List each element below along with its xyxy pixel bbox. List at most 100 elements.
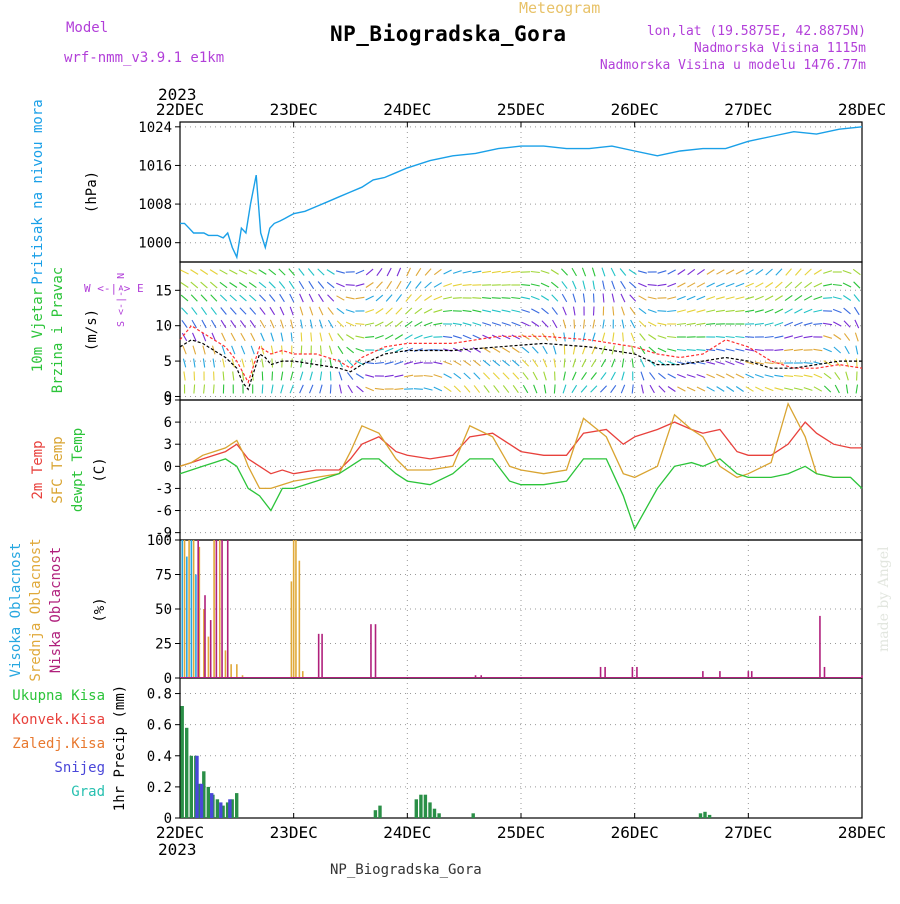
y-tick-label: 3 [164, 437, 172, 453]
wind-arrow [716, 362, 725, 365]
wind-arrow [706, 362, 715, 364]
wind-arrow [473, 335, 481, 339]
wind-arrow [396, 308, 402, 315]
precip-legend-item: Zaledj.Kisa [12, 736, 105, 752]
altitude-line: Nadmorska Visina 1115m [694, 41, 866, 56]
wind-arrow [194, 385, 195, 394]
wind-arrow [511, 271, 520, 272]
wind-arrow [473, 360, 480, 366]
precip-bar [437, 813, 440, 818]
wind-arrow [648, 335, 656, 340]
page-title: NP_Biogradska_Gora [330, 22, 567, 46]
wind-arrow [271, 333, 274, 342]
wind-arrow [612, 359, 615, 367]
wind-arrow [260, 307, 265, 314]
wind-arrow [365, 323, 374, 325]
wind-arrow [444, 386, 451, 391]
wind-arrow [443, 361, 451, 364]
x-tick-label-bottom: 26DEC [611, 823, 659, 842]
wind-arrow [563, 385, 566, 394]
wind-arrow [613, 307, 614, 316]
wind-arrow [856, 385, 857, 394]
wind-arrow [453, 336, 462, 339]
wind-arrow [346, 285, 355, 286]
wind-arrow [300, 385, 304, 393]
wind-arrow [397, 268, 401, 276]
wind-arrow [533, 372, 537, 380]
wind-arrow [444, 374, 452, 378]
wind-arrow [765, 337, 774, 338]
wind-arrow [814, 374, 822, 377]
wind-arrow [552, 307, 557, 314]
wind-arrow [717, 387, 725, 392]
wind-arrow [346, 335, 354, 340]
wind-arrow [318, 269, 325, 275]
wind-arrow [594, 294, 595, 303]
temp-line-1 [180, 404, 851, 489]
wind-arrow [805, 282, 812, 287]
wind-arrow [794, 388, 803, 390]
wind-arrow [309, 294, 313, 302]
wind-arrow [299, 269, 305, 276]
wind-arrow [844, 333, 849, 340]
wind-arrow [415, 308, 422, 313]
wind-arrow [706, 324, 715, 325]
wind-arrow [192, 307, 197, 314]
wind-arrow [574, 320, 575, 329]
wind-arrow [375, 322, 383, 326]
wind-arrow [311, 333, 312, 342]
wind-arrow [301, 359, 303, 368]
wind-arrow [290, 294, 294, 302]
wind-arrow [230, 283, 238, 288]
wind-arrow [856, 346, 858, 355]
wind-arrow [794, 309, 802, 313]
wind-arrow [523, 372, 529, 379]
wind-arrow [290, 307, 293, 315]
wind-arrow [726, 297, 735, 299]
wind-arrow [642, 385, 644, 394]
wind-arrow [602, 268, 605, 277]
wind-arrow [755, 323, 764, 324]
wind-arrow [667, 337, 676, 338]
wind-arrow [472, 271, 481, 273]
temp-ylabel-sfc: SFC Temp [50, 436, 66, 503]
wind-arrow [240, 308, 246, 315]
y-tick-label: 9 [164, 393, 172, 409]
wind-arrow [191, 282, 198, 288]
wind-arrow [805, 269, 812, 275]
wind-arrow [221, 320, 226, 328]
wind-arrow [581, 386, 587, 393]
wind-arrow [210, 282, 217, 288]
wind-arrow [492, 323, 501, 326]
wind-arrow [844, 321, 850, 328]
wind-arrow [291, 320, 293, 329]
wind-arrow [320, 372, 321, 381]
wind-arrow [272, 359, 273, 368]
wind-ylabel-1: 10m Vjetar [30, 288, 46, 372]
wind-arrow [356, 297, 365, 298]
wind-arrow [416, 268, 421, 276]
wind-arrow [366, 283, 374, 288]
wind-arrow [453, 284, 462, 286]
wind-arrow [281, 385, 284, 394]
wind-arrow [385, 335, 393, 339]
wind-arrow [531, 309, 539, 313]
wind-arrow [425, 282, 432, 288]
y-tick-label: 0 [164, 459, 172, 475]
wind-arrow [629, 270, 636, 275]
wind-arrow [573, 294, 576, 303]
wind-arrow [726, 283, 734, 286]
wind-arrow [356, 336, 365, 338]
wind-arrow [230, 295, 237, 301]
wind-arrow [534, 385, 537, 393]
wind-arrow [707, 270, 715, 275]
wind-arrow [755, 296, 763, 299]
wind-arrow [290, 385, 293, 393]
wind-arrow [678, 270, 685, 275]
wind-arrow [291, 333, 292, 342]
year-label-bottom: 2023 [158, 840, 197, 859]
wind-arrow [844, 308, 851, 314]
wind-arrow [443, 311, 452, 312]
